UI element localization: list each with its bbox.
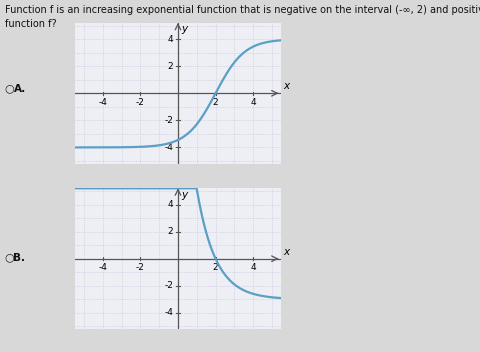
Text: ○: ○	[5, 84, 14, 94]
Text: Function f is an increasing exponential function that is negative on the interva: Function f is an increasing exponential …	[5, 5, 480, 15]
Text: -4: -4	[98, 263, 107, 272]
Text: 4: 4	[168, 200, 173, 209]
Text: -2: -2	[164, 116, 173, 125]
Text: y: y	[180, 190, 187, 200]
Text: -4: -4	[98, 98, 107, 107]
Text: -4: -4	[164, 143, 173, 152]
Text: B.: B.	[13, 253, 25, 263]
Text: A.: A.	[13, 84, 25, 94]
Text: 4: 4	[250, 263, 255, 272]
Text: y: y	[180, 24, 187, 34]
Text: function f?: function f?	[5, 19, 56, 29]
Text: -4: -4	[164, 308, 173, 318]
Text: x: x	[283, 81, 289, 91]
Text: 2: 2	[212, 263, 218, 272]
Text: 2: 2	[168, 227, 173, 236]
Text: x: x	[283, 247, 289, 257]
Text: -2: -2	[136, 98, 144, 107]
Text: 4: 4	[168, 34, 173, 44]
Text: ○: ○	[5, 253, 14, 263]
Text: 2: 2	[212, 98, 218, 107]
Text: 4: 4	[250, 98, 255, 107]
Text: 2: 2	[168, 62, 173, 71]
Text: -2: -2	[164, 281, 173, 290]
Text: -2: -2	[136, 263, 144, 272]
